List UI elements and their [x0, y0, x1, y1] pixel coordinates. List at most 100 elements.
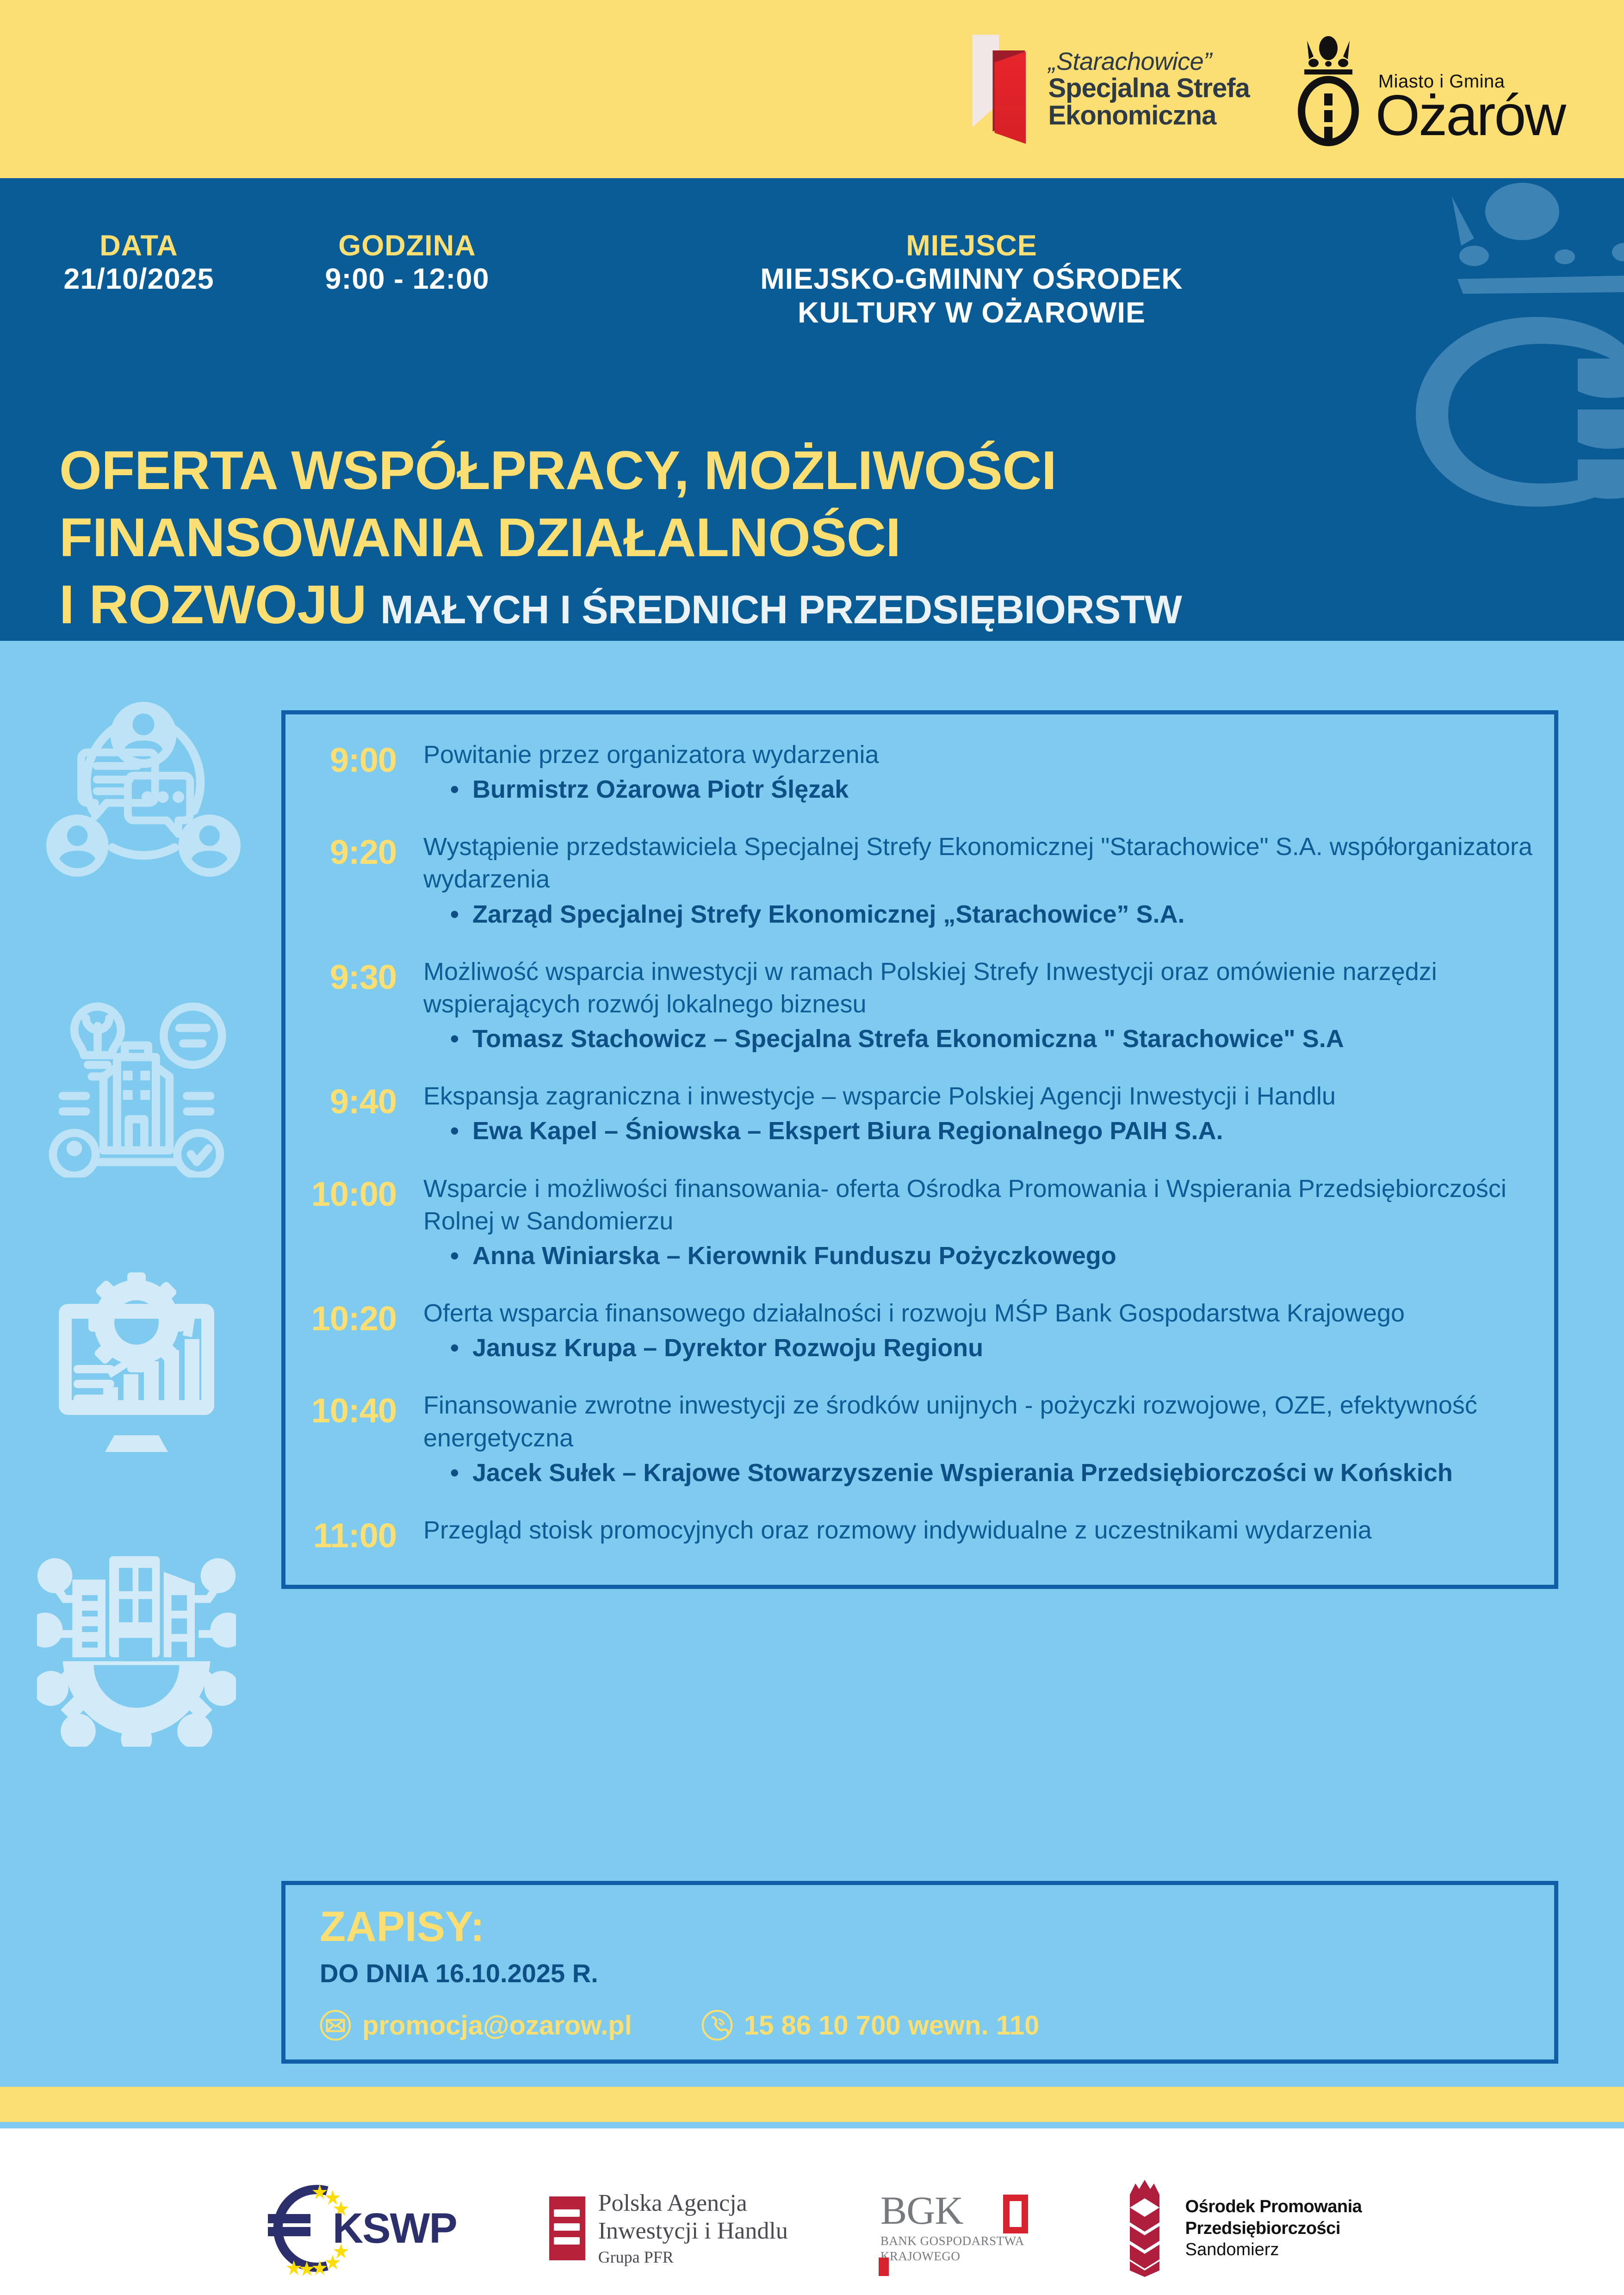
registration-title: ZAPISY:	[320, 1903, 485, 1950]
registration-deadline: DO DNIA 16.10.2025 R.	[320, 1959, 598, 1988]
agenda-description: Finansowanie zwrotne inwestycji ze środk…	[423, 1391, 1477, 1452]
euro-stars-icon	[267, 2184, 348, 2276]
agenda-row: 9:20 Wystąpienie przedstawiciela Specjal…	[285, 831, 1536, 930]
event-place-block: MIEJSCE MIEJSKO-GMINNY OŚRODEK KULTURY W…	[537, 229, 1624, 330]
decorative-side-icons	[27, 694, 259, 1842]
sse-starachowice-logo: „Starachowice” Specjalna Strefa Ekonomic…	[961, 35, 1250, 144]
agenda-row: 10:20 Oferta wsparcia finansowego działa…	[285, 1297, 1536, 1364]
agenda-speaker: • Janusz Krupa – Dyrektor Rozwoju Region…	[450, 1332, 1536, 1364]
bullet-icon: •	[450, 1117, 459, 1145]
sse-line3: Ekonomiczna	[1048, 100, 1216, 131]
agenda-description: Możliwość wsparcia inwestycji w ramach P…	[423, 957, 1437, 1018]
agenda-speaker-name: Anna Winiarska – Kierownik Funduszu Poży…	[472, 1241, 1116, 1270]
agenda-row: 9:40 Ekspansja zagraniczna i inwestycje …	[285, 1080, 1536, 1147]
paih-line3: Grupa PFR	[598, 2248, 674, 2267]
contact-phone[interactable]: 15 86 10 700 wewn. 110	[701, 2010, 1039, 2041]
agenda-speaker-name: Janusz Krupa – Dyrektor Rozwoju Regionu	[472, 1334, 984, 1362]
yellow-divider	[0, 2087, 1624, 2122]
email-text: promocja@ozarow.pl	[362, 2010, 632, 2041]
agenda-speaker: • Ewa Kapel – Śniowska – Ekspert Biura R…	[450, 1115, 1536, 1147]
phone-text: 15 86 10 700 wewn. 110	[744, 2010, 1040, 2041]
agenda-speaker: • Jacek Sułek – Krajowe Stowarzyszenie W…	[450, 1457, 1536, 1489]
bullet-icon: •	[450, 1241, 459, 1270]
agenda-time: 9:20	[329, 833, 397, 872]
agenda-time: 10:00	[311, 1174, 397, 1213]
chevron-emblem-icon	[1129, 2180, 1159, 2277]
bgk-dot-icon	[878, 2257, 889, 2276]
ozarow-subtitle: Miasto i Gmina	[1378, 71, 1505, 92]
bullet-icon: •	[450, 1458, 459, 1487]
agenda-row: 9:00 Powitanie przez organizatora wydarz…	[285, 738, 1536, 806]
ozarow-crest-icon	[1294, 36, 1364, 146]
agenda-row: 10:00 Wsparcie i możliwości finansowania…	[285, 1172, 1536, 1272]
agenda-speaker: • Anna Winiarska – Kierownik Funduszu Po…	[450, 1240, 1536, 1272]
opp-line3: Sandomierz	[1185, 2240, 1279, 2260]
agenda-speaker-name: Burmistrz Ożarowa Piotr Ślęzak	[472, 775, 849, 804]
bullet-icon: •	[450, 1334, 459, 1362]
agenda-list: 9:00 Powitanie przez organizatora wydarz…	[281, 710, 1558, 1589]
time-label: GODZINA	[338, 230, 476, 262]
sse-logo-text: „Starachowice” Specjalna Strefa Ekonomic…	[1048, 47, 1250, 131]
title-line-3: I ROZWOJU	[59, 574, 367, 636]
bgk-square-icon	[1003, 2195, 1028, 2234]
event-time-block: GODZINA 9:00 - 12:00	[278, 229, 537, 330]
date-value: 21/10/2025	[63, 263, 214, 295]
place-label: MIEJSCE	[906, 230, 1037, 262]
kswp-logo: KSWP	[262, 2180, 458, 2277]
sse-line2: Specjalna Strefa	[1048, 73, 1250, 103]
agenda-time: 10:20	[311, 1299, 397, 1338]
time-value: 9:00 - 12:00	[325, 263, 490, 295]
page-title: OFERTA WSPÓŁPRACY, MOŻLIWOŚCI FINANSOWAN…	[59, 437, 1378, 639]
agenda-speaker: • Tomasz Stachowicz – Specjalna Strefa E…	[450, 1023, 1536, 1055]
agenda-row: 10:40 Finansowanie zwrotne inwestycji ze…	[285, 1389, 1536, 1489]
event-meta: DATA 21/10/2025 GODZINA 9:00 - 12:00 MIE…	[0, 178, 1624, 330]
bullet-icon: •	[450, 1025, 459, 1053]
bgk-line1: BANK GOSPODARSTWA	[880, 2233, 1024, 2248]
agenda-row: 11:00 Przegląd stoisk promocyjnych oraz …	[285, 1514, 1536, 1555]
agenda-speaker-name: Ewa Kapel – Śniowska – Ekspert Biura Reg…	[472, 1117, 1223, 1145]
bgk-name: BGK	[880, 2188, 964, 2233]
paih-flag-icon	[549, 2196, 585, 2260]
agenda-speaker-name: Jacek Sułek – Krajowe Stowarzyszenie Wsp…	[472, 1458, 1453, 1487]
email-icon	[320, 2010, 351, 2041]
title-line-2: FINANSOWANIA DZIAŁALNOŚCI	[59, 507, 901, 569]
opp-line2: Przedsiębiorczości	[1185, 2218, 1341, 2238]
agenda-time: 9:00	[329, 741, 397, 779]
paih-line2: Inwestycji i Handlu	[598, 2218, 788, 2245]
crown-icon	[1304, 36, 1352, 74]
ozarow-municipality-logo: Miasto i Gmina Ożarów	[1294, 36, 1566, 148]
agenda-description: Oferta wsparcia finansowego działalności…	[423, 1299, 1405, 1327]
agenda-description: Ekspansja zagraniczna i inwestycje – wsp…	[423, 1082, 1336, 1110]
contact-email[interactable]: promocja@ozarow.pl	[320, 2010, 632, 2041]
paih-line1: Polska Agencja	[598, 2190, 747, 2216]
agenda-speaker: • Burmistrz Ożarowa Piotr Ślęzak	[450, 774, 1536, 806]
smart-industry-gear-icon	[27, 1556, 246, 1755]
ozarow-name: Ożarów	[1375, 84, 1566, 148]
poster-body-background	[0, 641, 1624, 2128]
event-header-band: DATA 21/10/2025 GODZINA 9:00 - 12:00 MIE…	[0, 178, 1624, 641]
agenda-description: Wsparcie i możliwości finansowania- ofer…	[423, 1174, 1506, 1235]
paih-logo: Polska Agencja Inwestycji i Handlu Grupa…	[549, 2190, 788, 2267]
agenda-time: 9:30	[329, 957, 397, 996]
opp-logo-text: Ośrodek Promowania Przedsiębiorczości Sa…	[1185, 2196, 1362, 2260]
agenda-speaker: • Zarząd Specjalnej Strefy Ekonomicznej …	[450, 899, 1536, 930]
title-subtitle: MAŁYCH I ŚREDNICH PRZEDSIĘBIORSTW	[380, 588, 1182, 633]
header-logo-bar: „Starachowice” Specjalna Strefa Ekonomic…	[0, 0, 1624, 178]
idea-business-building-icon	[49, 1002, 226, 1180]
agenda-time: 9:40	[329, 1082, 397, 1121]
phone-icon	[701, 2010, 733, 2041]
opp-line1: Ośrodek Promowania	[1185, 2197, 1362, 2217]
growth-chart-monitor-icon	[59, 1272, 214, 1452]
place-value-line1: MIEJSKO-GMINNY OŚRODEK	[760, 263, 1183, 295]
agenda-time: 10:40	[311, 1391, 397, 1430]
opp-sandomierz-logo: Ośrodek Promowania Przedsiębiorczości Sa…	[1117, 2180, 1362, 2277]
agenda-description: Powitanie przez organizatora wydarzenia	[423, 741, 879, 769]
event-date-block: DATA 21/10/2025	[0, 229, 278, 330]
agenda-description: Wystąpienie przedstawiciela Specjalnej S…	[423, 833, 1532, 893]
sse-flag-icon	[961, 35, 1031, 144]
bullet-icon: •	[450, 900, 459, 928]
title-line-1: OFERTA WSPÓŁPRACY, MOŻLIWOŚCI	[59, 440, 1057, 501]
sse-line1: „Starachowice”	[1048, 47, 1212, 75]
bgk-logo-text: BGK BANK GOSPODARSTWA KRAJOWEGO	[880, 2188, 1024, 2264]
ozarow-logo-text: Miasto i Gmina Ożarów	[1375, 71, 1566, 148]
